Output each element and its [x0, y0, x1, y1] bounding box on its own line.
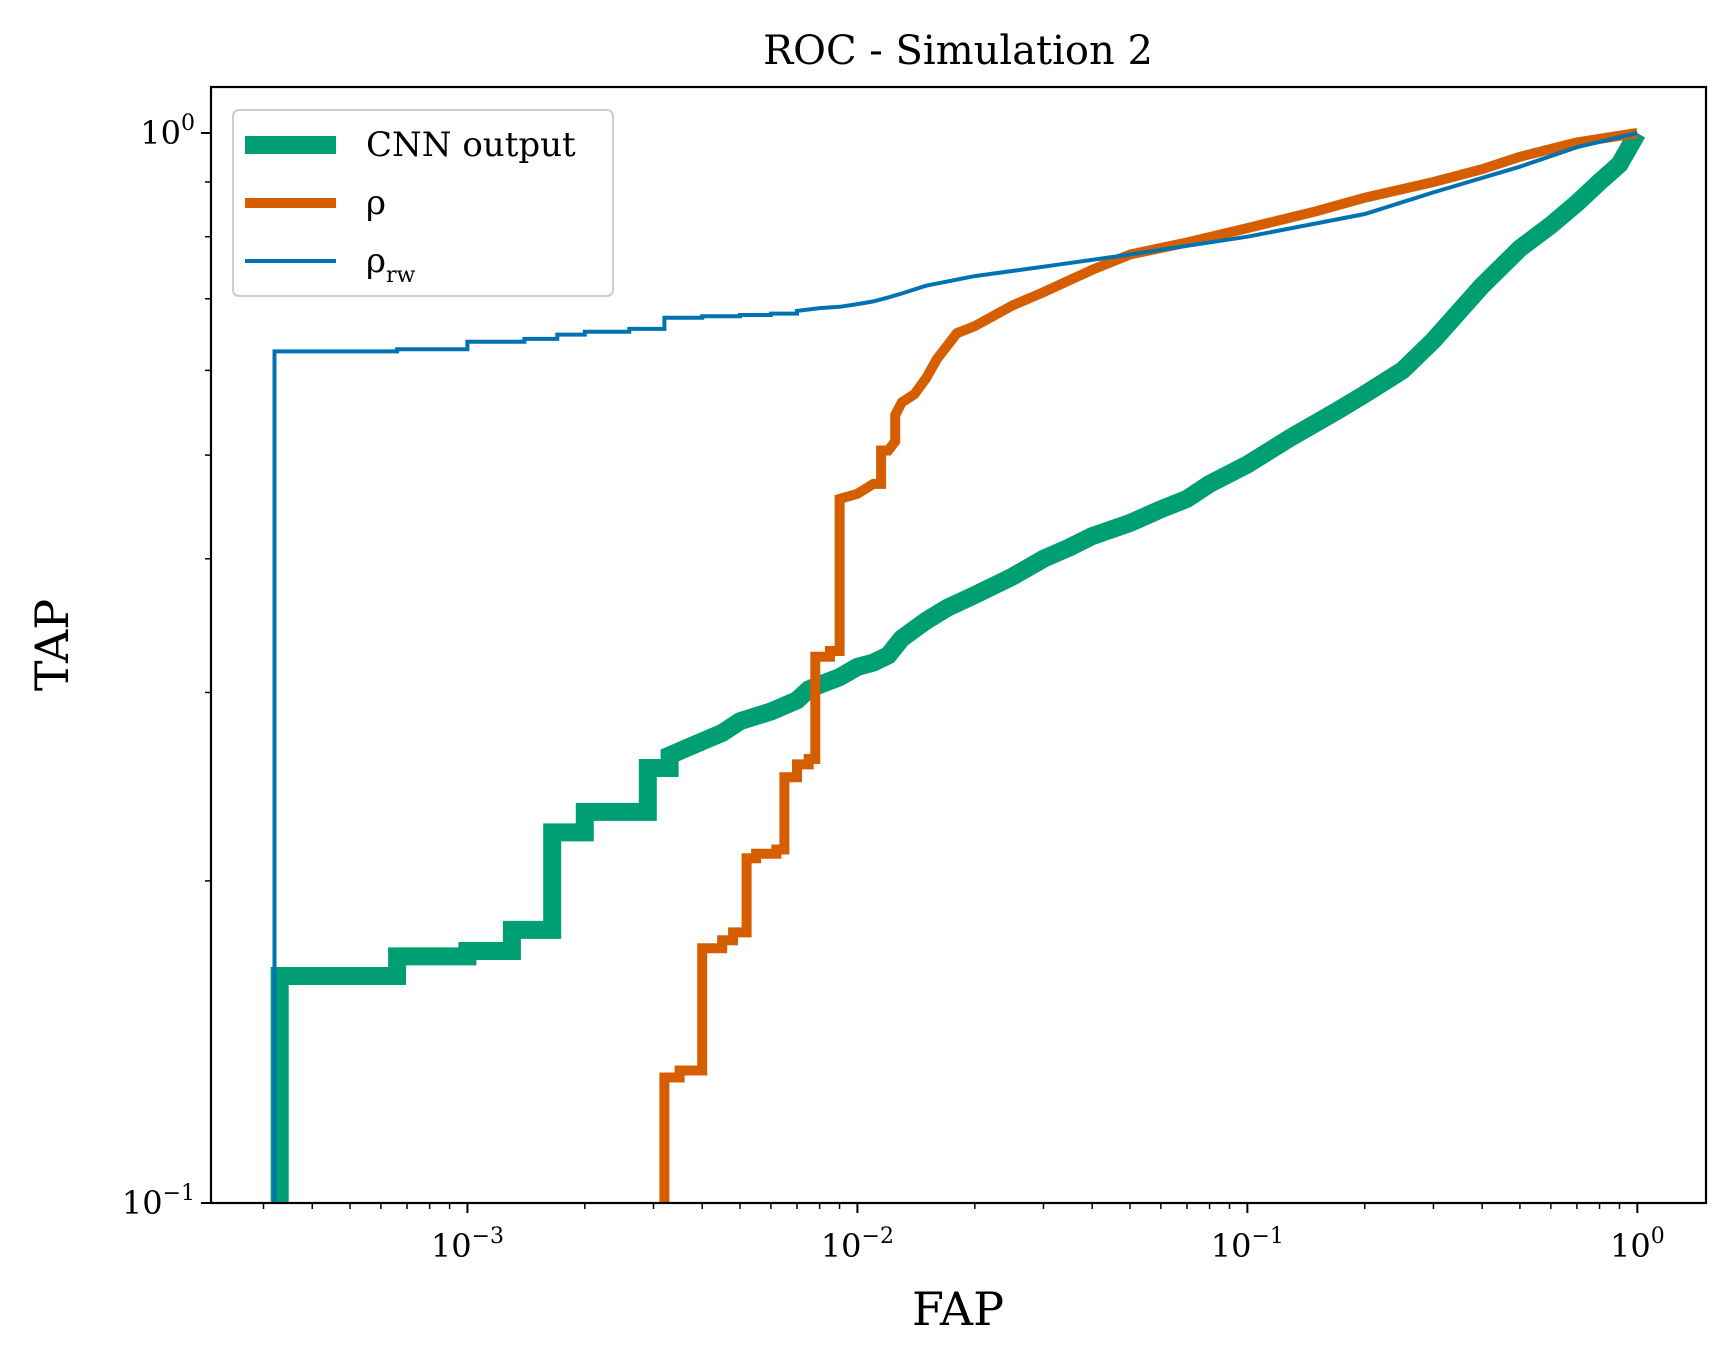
series-group [270, 128, 1646, 1203]
x-tick-exponent: −3 [472, 1224, 504, 1249]
series-line--1 [659, 128, 1639, 1203]
legend-label: ρ [366, 183, 386, 223]
x-axis: 10−3 10−2 10−1 100 [262, 1203, 1665, 1265]
x-tick-base: 10 [1211, 1227, 1252, 1265]
x-tick-exponent: −1 [1252, 1224, 1284, 1249]
chart-title: ROC - Simulation 2 [763, 28, 1153, 74]
series-line-cnn-output-0 [270, 128, 1646, 1203]
legend-label-main: CNN output [366, 125, 576, 165]
x-tick-label: 10−1 [1211, 1224, 1284, 1265]
x-tick-base: 10 [431, 1227, 472, 1265]
x-tick-base: 10 [1610, 1227, 1651, 1265]
y-tick-exponent: −1 [163, 1181, 195, 1206]
x-tick-exponent: 0 [1651, 1224, 1665, 1249]
legend-label: ρrw [366, 241, 416, 288]
x-tick-label: 100 [1610, 1224, 1665, 1265]
legend-label: CNN output [366, 125, 576, 165]
y-tick-exponent: 0 [181, 111, 195, 136]
legend-label-subscript: rw [386, 263, 416, 288]
legend-label-main: ρ [366, 183, 386, 223]
x-axis-label: FAP [912, 1282, 1004, 1336]
x-tick-base: 10 [821, 1227, 862, 1265]
y-tick-label: 100 [140, 111, 195, 152]
y-axis-label: TAP [25, 599, 79, 691]
x-tick-label: 10−3 [431, 1224, 504, 1265]
y-tick-base: 10 [122, 1184, 163, 1222]
y-tick-base: 10 [140, 114, 181, 152]
y-tick-label: 10−1 [122, 1181, 195, 1222]
x-tick-label: 10−2 [821, 1224, 894, 1265]
legend-box [232, 109, 614, 297]
x-tick-exponent: −2 [862, 1224, 894, 1249]
plot-frame [209, 85, 1708, 1205]
legend-label-main: ρ [366, 241, 386, 281]
series-line-rw-2 [272, 131, 1638, 1203]
